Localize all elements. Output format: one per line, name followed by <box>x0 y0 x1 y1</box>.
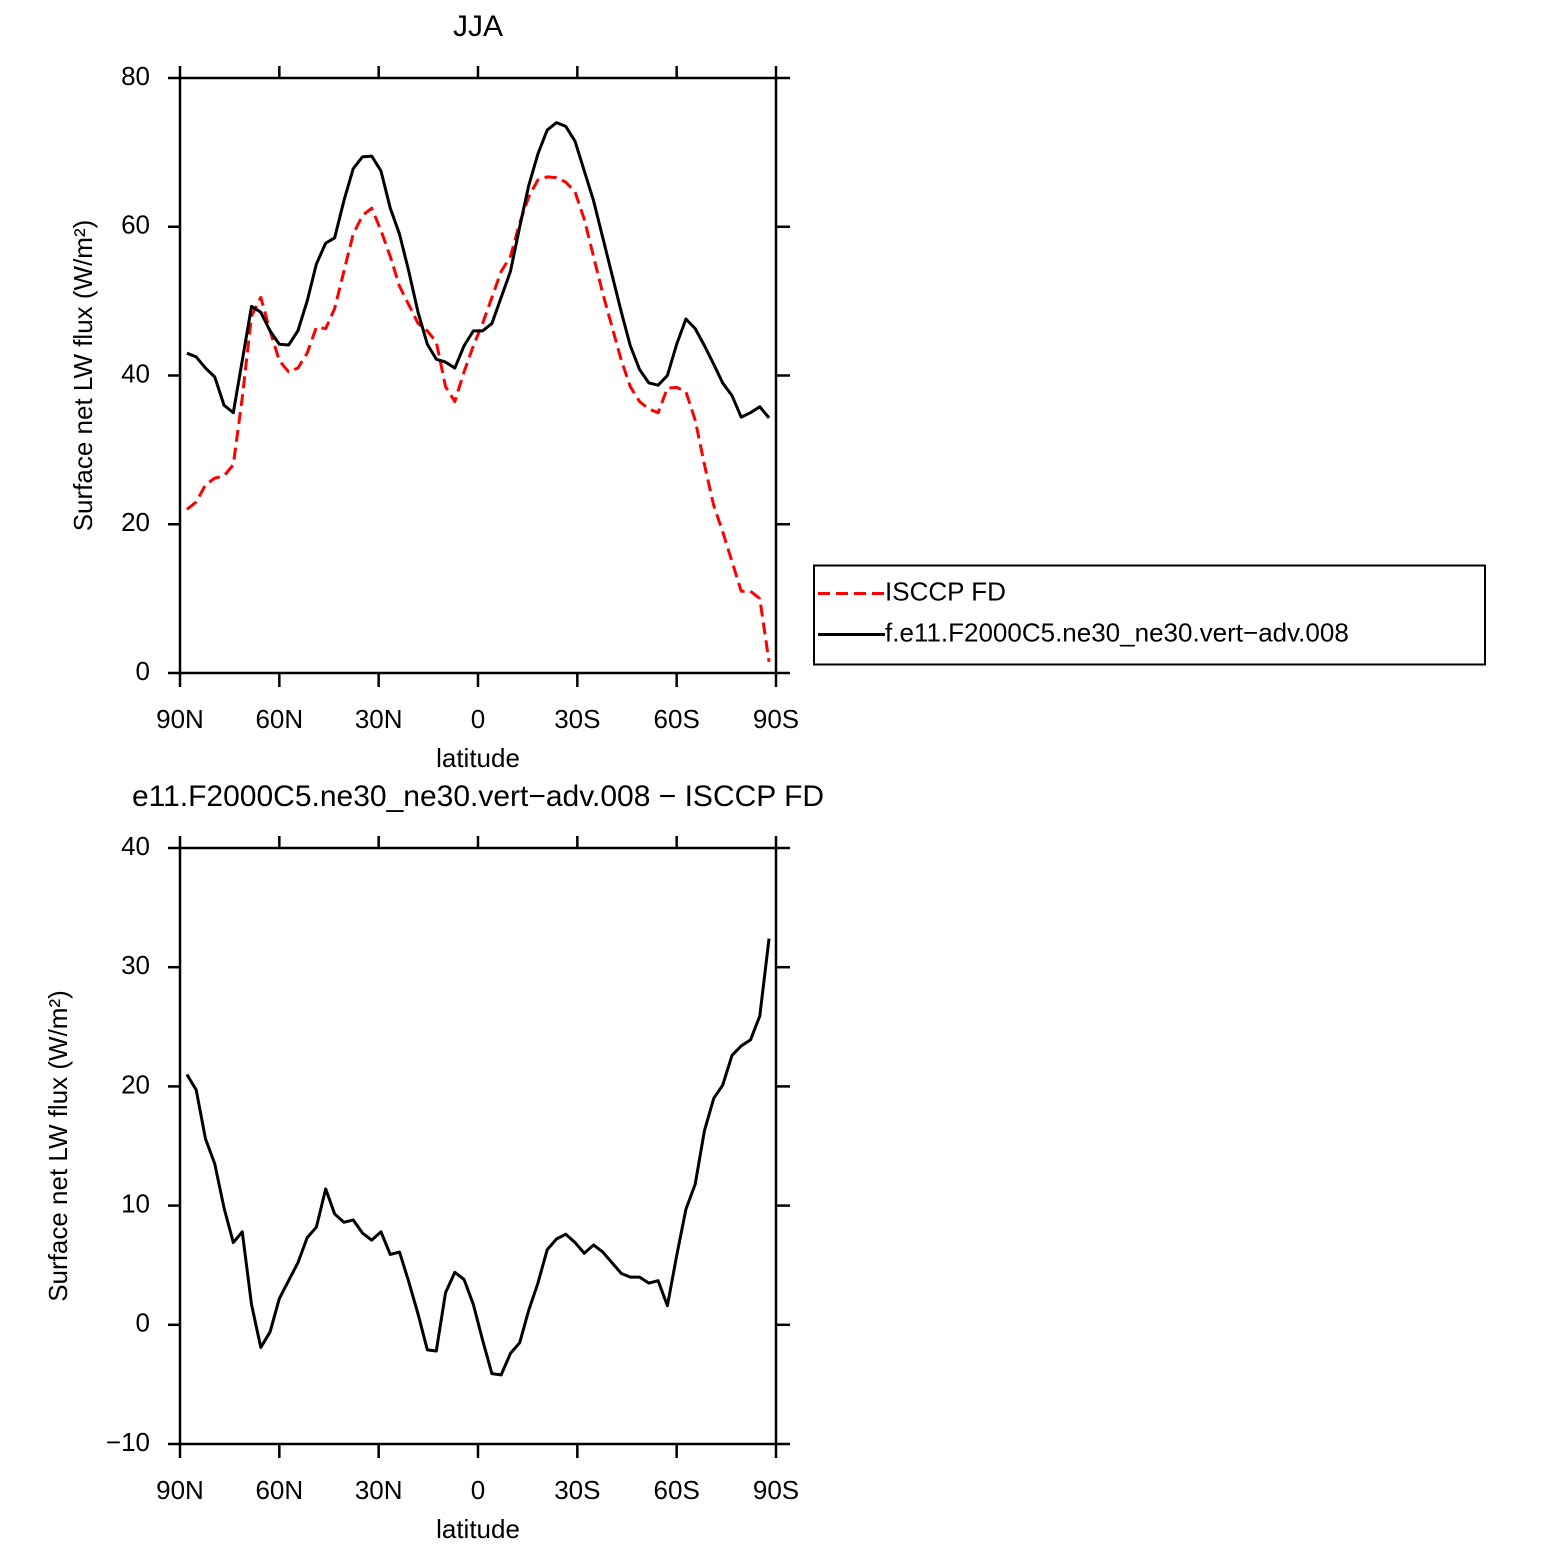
x-tick-label: 90S <box>753 704 799 734</box>
line-series <box>186 121 771 419</box>
chart-title: e11.F2000C5.ne30_ne30.vert−adv.008 − ISC… <box>132 780 824 813</box>
y-tick-label: 40 <box>121 831 150 861</box>
x-tick-label: 0 <box>471 704 485 734</box>
y-tick-label: 0 <box>136 1308 150 1338</box>
x-tick-label: 60N <box>255 1475 303 1505</box>
y-axis-label: Surface net LW flux (W/m²) <box>43 990 73 1302</box>
y-tick-label: 60 <box>121 210 150 240</box>
y-axis-label: Surface net LW flux (W/m²) <box>68 220 98 532</box>
legend-box <box>813 564 1486 666</box>
y-tick-label: 80 <box>121 61 150 91</box>
legend-label: ISCCP FD <box>885 576 1006 606</box>
x-tick-label: 30N <box>355 1475 403 1505</box>
plot-frame <box>178 846 778 1446</box>
x-axis-label: latitude <box>436 743 520 773</box>
y-tick-label: −10 <box>106 1427 150 1457</box>
x-tick-label: 0 <box>471 1475 485 1505</box>
x-tick-label: 30S <box>554 704 600 734</box>
x-tick-label: 30S <box>554 1475 600 1505</box>
y-tick-label: 10 <box>121 1188 150 1218</box>
x-axis-label: latitude <box>436 1514 520 1544</box>
line-series <box>186 175 771 663</box>
y-tick-label: 30 <box>121 950 150 980</box>
line-series <box>185 938 771 1377</box>
y-tick-label: 20 <box>121 1069 150 1099</box>
legend-label: f.e11.F2000C5.ne30_ne30.vert−adv.008 <box>885 617 1349 647</box>
x-tick-label: 90N <box>156 1475 204 1505</box>
chart-title: JJA <box>453 10 503 43</box>
x-tick-label: 30N <box>355 704 403 734</box>
x-tick-label: 60S <box>654 1475 700 1505</box>
x-tick-label: 90S <box>753 1475 799 1505</box>
plot-frame <box>178 76 778 675</box>
x-tick-label: 60N <box>255 704 303 734</box>
y-tick-label: 0 <box>136 656 150 686</box>
y-tick-label: 40 <box>121 358 150 388</box>
y-tick-label: 20 <box>121 507 150 537</box>
x-tick-label: 90N <box>156 704 204 734</box>
x-tick-label: 60S <box>654 704 700 734</box>
